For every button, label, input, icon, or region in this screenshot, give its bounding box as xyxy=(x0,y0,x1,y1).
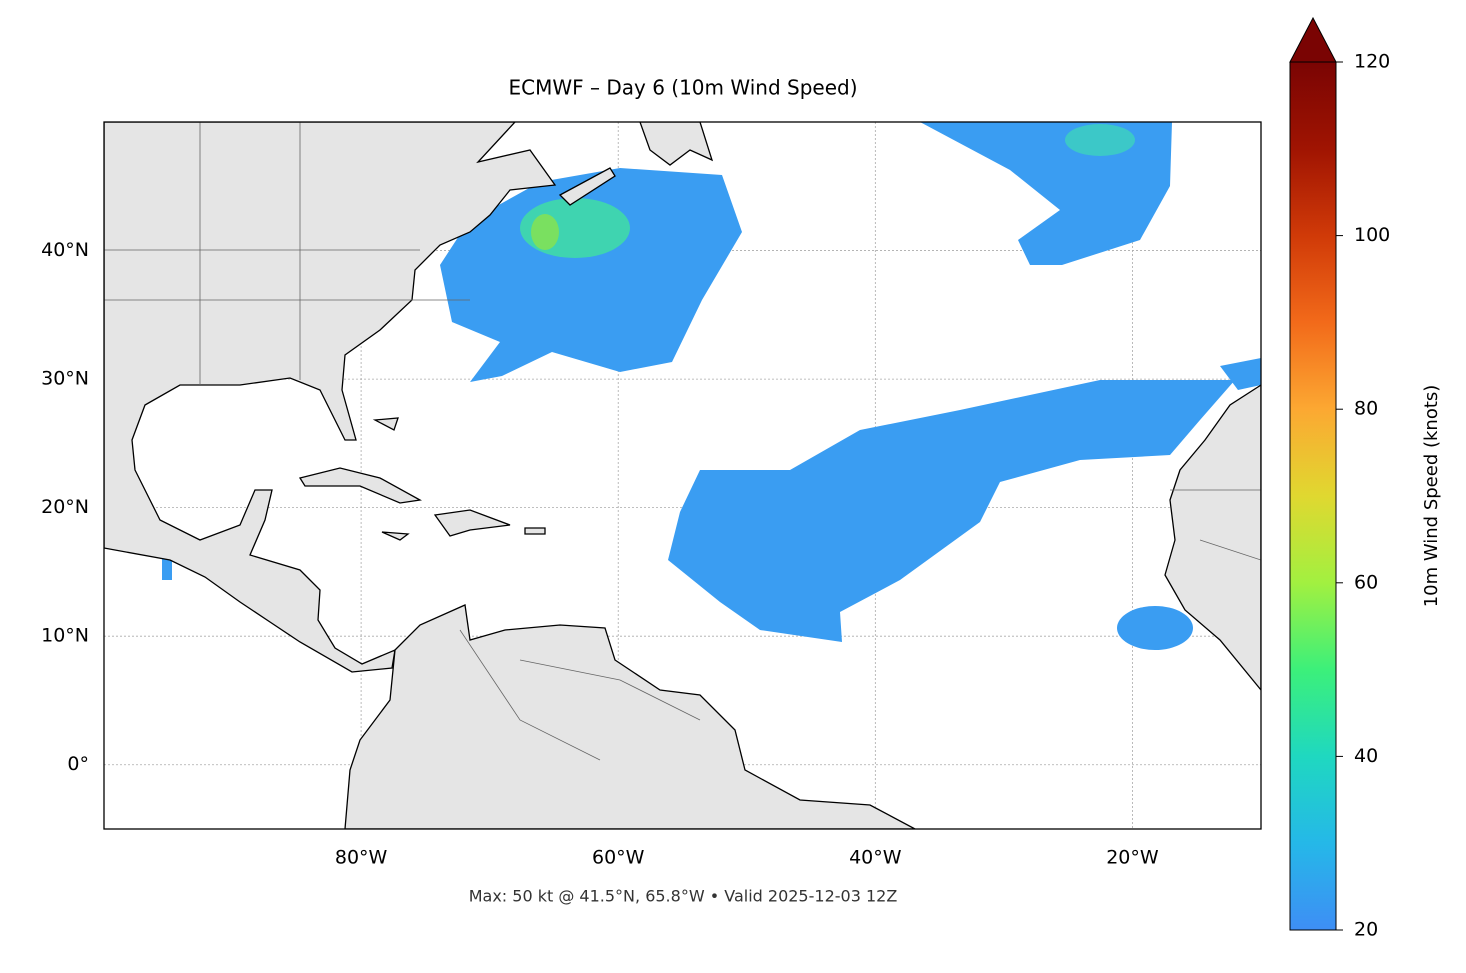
y-tick-label: 20°N xyxy=(41,496,89,518)
colorbar: 10m Wind Speed (knots) 20 40 60 80 100 120 xyxy=(1289,16,1442,941)
colorbar-bar xyxy=(1289,61,1337,931)
x-tick-label: 60°W xyxy=(592,847,645,869)
wind-area xyxy=(920,122,1172,265)
x-tick-label: 80°W xyxy=(335,847,388,869)
y-tick-label: 0° xyxy=(67,753,89,775)
y-tick-label: 30°N xyxy=(41,368,89,390)
colorbar-tick-label: 40 xyxy=(1354,745,1378,767)
colorbar-tick-label: 20 xyxy=(1354,919,1378,941)
land xyxy=(104,122,1261,829)
colorbar-extend xyxy=(1289,16,1337,63)
borders xyxy=(104,122,1261,761)
island xyxy=(372,417,546,541)
wind-area xyxy=(1117,606,1193,650)
map-area xyxy=(104,122,1261,829)
x-tick-label: 40°W xyxy=(849,847,902,869)
wind-area xyxy=(440,168,742,382)
north-central-america xyxy=(104,122,557,673)
newfoundland xyxy=(639,122,714,166)
wind-area xyxy=(1220,358,1261,390)
y-tick-label: 10°N xyxy=(41,625,89,647)
wind-field xyxy=(162,122,1261,650)
nova-scotia xyxy=(558,167,616,206)
axes: 80°W 60°W 40°W 20°W 0° 10°N 20°N 30°N 40°N xyxy=(41,239,1159,868)
y-tick-label: 40°N xyxy=(41,239,89,261)
x-tick-label: 20°W xyxy=(1106,847,1159,869)
map-frame xyxy=(103,121,1262,830)
colorbar-tick-label: 120 xyxy=(1354,51,1390,73)
footer: Max: 50 kt @ 41.5°N, 65.8°W • Valid 2025… xyxy=(469,887,898,906)
south-america xyxy=(344,604,916,829)
wind-max xyxy=(531,214,559,250)
cuba xyxy=(298,467,422,504)
africa xyxy=(1164,384,1261,692)
wind-area xyxy=(668,380,1235,642)
colorbar-tick-label: 100 xyxy=(1354,224,1390,246)
colorbar-tick-label: 80 xyxy=(1354,398,1378,420)
title: ECMWF – Day 6 (10m Wind Speed) xyxy=(509,76,858,100)
colorbar-tick-label: 60 xyxy=(1354,571,1378,593)
wind-core xyxy=(1065,124,1135,156)
colorbar-label: 10m Wind Speed (knots) xyxy=(1421,385,1442,608)
hispaniola xyxy=(433,509,511,537)
